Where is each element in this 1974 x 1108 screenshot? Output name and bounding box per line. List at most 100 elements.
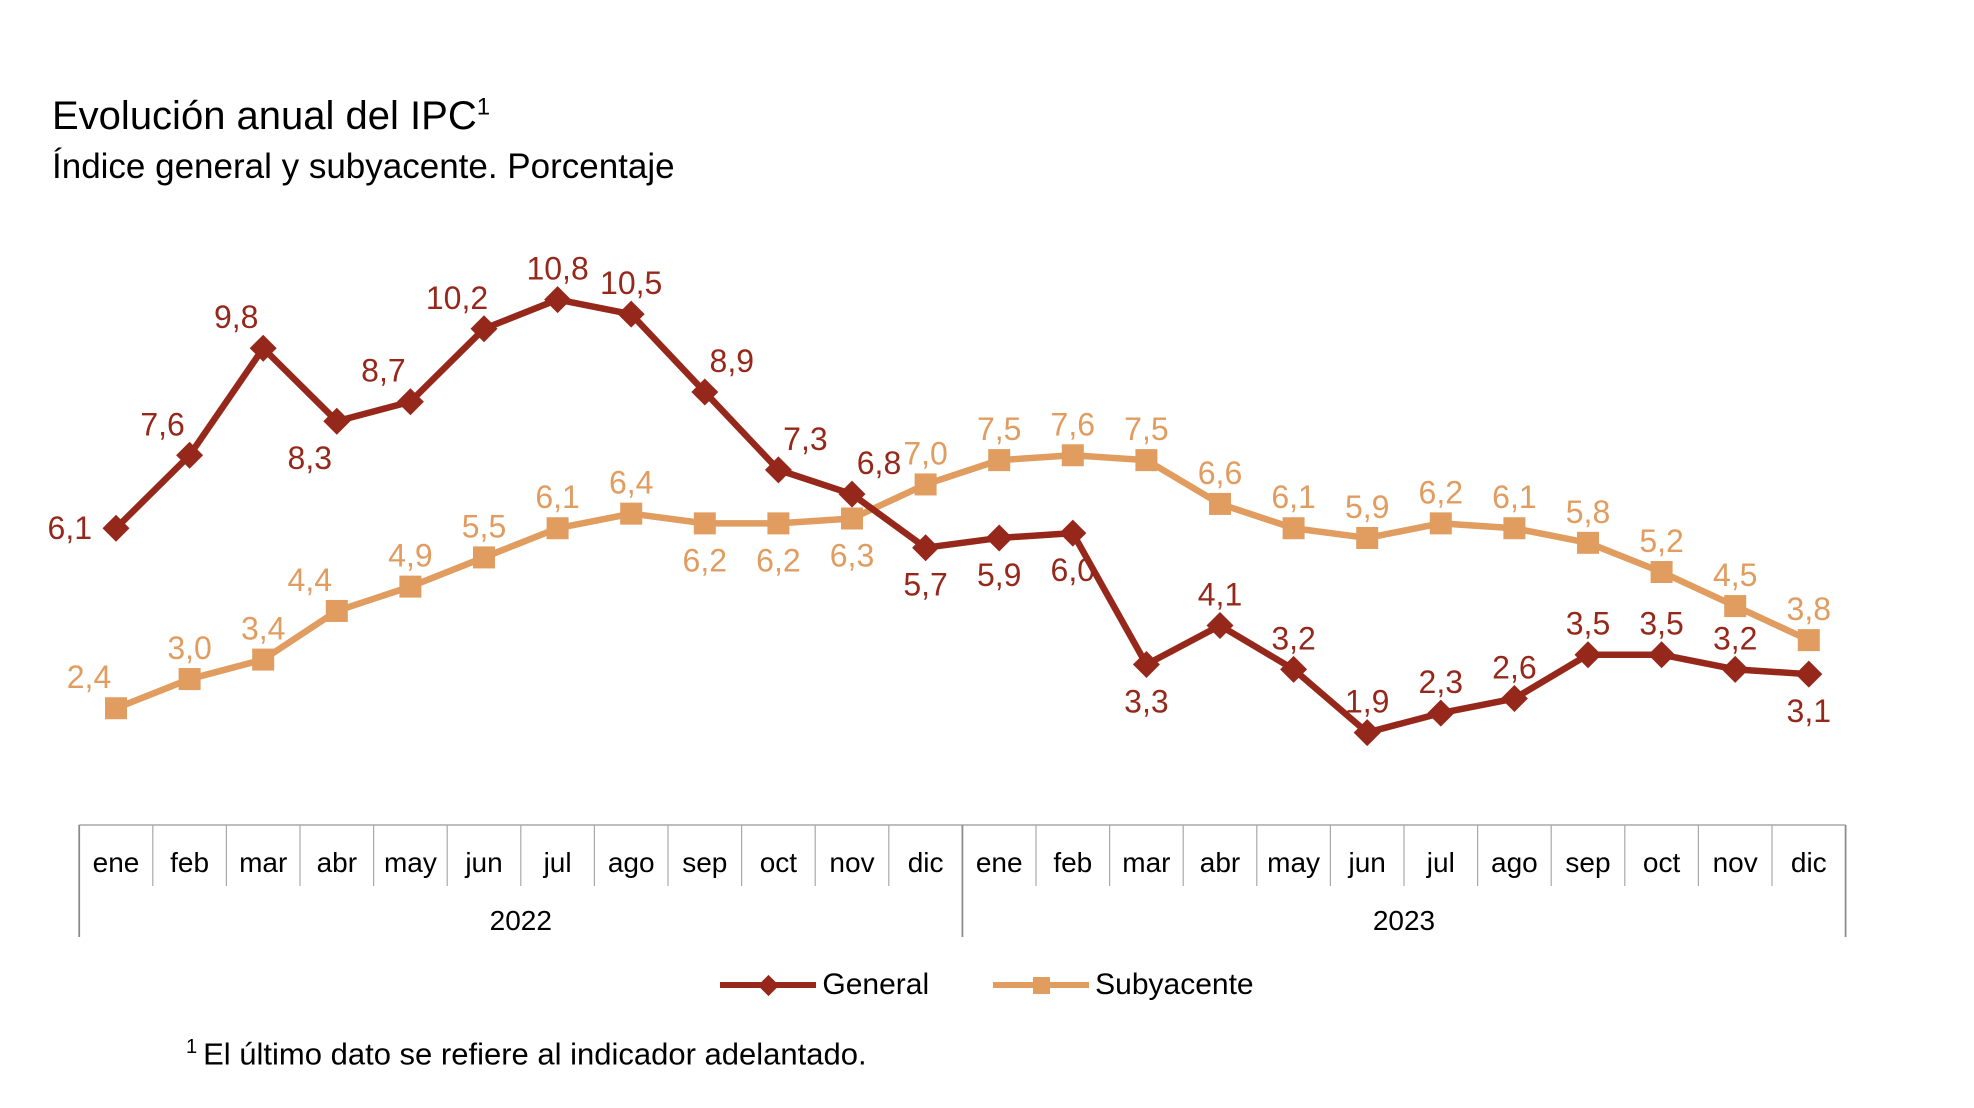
data-point-label-general: 3,3	[1124, 683, 1168, 719]
footnote-text: El último dato se refiere al indicador a…	[203, 1036, 867, 1072]
square-marker-subyacente	[1797, 629, 1820, 652]
data-point-label-subyacente: 6,4	[609, 465, 653, 501]
square-marker-subyacente	[178, 668, 201, 691]
diamond-marker-general	[1574, 641, 1602, 669]
data-point-label-general: 1,9	[1345, 684, 1389, 720]
square-marker-subyacente	[1429, 512, 1452, 535]
square-marker-subyacente	[1724, 595, 1747, 618]
square-marker-subyacente	[473, 546, 495, 569]
square-marker-subyacente	[546, 517, 569, 540]
x-axis-month-label: sep	[682, 847, 727, 878]
square-marker-subyacente	[841, 507, 863, 530]
diamond-marker-general	[1795, 660, 1823, 688]
data-point-label-subyacente: 6,2	[756, 542, 800, 578]
data-point-label-subyacente: 6,1	[1492, 479, 1536, 515]
square-marker-subyacente	[693, 512, 716, 535]
legend-item-subyacente: Subyacente	[993, 968, 1254, 1002]
data-point-label-general: 7,6	[140, 406, 184, 442]
diamond-marker-general	[1132, 650, 1160, 678]
data-point-label-subyacente: 6,1	[535, 479, 579, 515]
footnote-superscript: 1	[186, 1036, 198, 1058]
series-general-line	[113, 296, 1810, 736]
x-axis-month-label: jun	[1348, 847, 1386, 878]
x-axis-month-label: dic	[908, 847, 944, 878]
data-point-label-general: 3,1	[1787, 693, 1831, 729]
data-point-label-general: 3,2	[1713, 620, 1757, 656]
x-axis-month-label: may	[1267, 847, 1320, 878]
chart-legend: General Subyacente	[0, 968, 1974, 1002]
data-point-label-general: 9,8	[214, 299, 258, 335]
x-axis-month-label: abr	[1200, 847, 1240, 878]
data-point-label-subyacente: 6,1	[1271, 479, 1315, 515]
diamond-marker-general	[691, 378, 719, 406]
x-axis-month-label: abr	[317, 847, 357, 878]
diamond-marker-general	[1353, 719, 1381, 747]
diamond-marker-general	[1059, 519, 1087, 547]
data-point-label-subyacente: 4,9	[388, 538, 432, 574]
x-axis-month-label: ene	[93, 847, 140, 878]
diamond-marker-general	[764, 456, 792, 484]
square-marker-subyacente	[1503, 517, 1526, 540]
diamond-marker-general	[176, 441, 204, 469]
diamond-marker-general	[323, 407, 351, 435]
data-point-label-subyacente: 7,6	[1051, 406, 1095, 442]
data-point-label-general: 5,7	[903, 567, 947, 603]
legend-general-label: General	[822, 968, 930, 1001]
x-axis-month-label: feb	[170, 847, 209, 878]
data-point-label-general: 8,7	[361, 353, 405, 389]
legend-subyacente-swatch	[993, 973, 1090, 997]
square-marker-subyacente	[105, 697, 127, 720]
x-axis-month-label: ago	[608, 847, 655, 878]
data-point-label-subyacente: 3,4	[241, 611, 285, 647]
x-axis-month-label: ene	[976, 847, 1023, 878]
data-point-label-general: 6,1	[48, 510, 92, 546]
x-axis-month-label: dic	[1791, 847, 1827, 878]
legend-subyacente-square-icon	[1033, 977, 1051, 994]
square-marker-subyacente	[1061, 444, 1084, 467]
data-point-label-general: 10,5	[600, 265, 662, 301]
x-axis-month-label: nov	[1713, 847, 1758, 878]
diamond-marker-general	[544, 286, 572, 314]
x-axis-month-label: nov	[829, 847, 874, 878]
square-marker-subyacente	[914, 473, 937, 496]
square-marker-subyacente	[767, 512, 790, 535]
page-subtitle: Índice general y subyacente. Porcentaje	[52, 147, 675, 186]
square-marker-subyacente	[988, 449, 1011, 472]
data-point-label-general: 7,3	[783, 421, 827, 457]
legend-item-general: General	[720, 968, 929, 1002]
square-marker-subyacente	[1135, 449, 1158, 472]
diamond-marker-general	[396, 388, 424, 416]
square-marker-subyacente	[1282, 517, 1305, 540]
square-marker-subyacente	[620, 502, 643, 525]
data-point-label-general: 5,9	[977, 557, 1021, 593]
diamond-marker-general	[838, 480, 866, 508]
data-point-label-subyacente: 5,5	[462, 508, 506, 544]
page-title-text: Evolución anual del IPC	[52, 94, 477, 138]
square-marker-subyacente	[1356, 526, 1379, 549]
legend-general-diamond-icon	[758, 974, 780, 997]
square-marker-subyacente	[399, 575, 422, 598]
x-axis-month-label: sep	[1565, 847, 1610, 878]
data-point-label-general: 2,3	[1419, 664, 1463, 700]
data-point-label-subyacente: 7,5	[1124, 411, 1168, 447]
diamond-marker-general	[985, 524, 1013, 552]
data-point-label-subyacente: 5,8	[1566, 494, 1610, 530]
diamond-marker-general	[1648, 641, 1676, 669]
data-point-label-subyacente: 6,2	[683, 542, 727, 578]
x-axis-month-label: jul	[1426, 847, 1455, 878]
data-point-label-subyacente: 5,2	[1639, 523, 1683, 559]
data-point-label-general: 3,5	[1639, 606, 1683, 642]
data-point-label-subyacente: 7,0	[903, 435, 947, 471]
data-point-label-subyacente: 4,5	[1713, 557, 1757, 593]
diamond-marker-general	[102, 514, 130, 542]
x-axis-month-label: mar	[239, 847, 287, 878]
data-point-label-general: 8,9	[710, 343, 754, 379]
diamond-marker-general	[1721, 655, 1749, 683]
diamond-marker-general	[1280, 655, 1308, 683]
x-axis-month-label: jun	[464, 847, 502, 878]
diamond-marker-general	[249, 334, 277, 362]
data-point-label-general: 2,6	[1492, 650, 1536, 686]
data-point-label-general: 6,8	[857, 445, 901, 481]
